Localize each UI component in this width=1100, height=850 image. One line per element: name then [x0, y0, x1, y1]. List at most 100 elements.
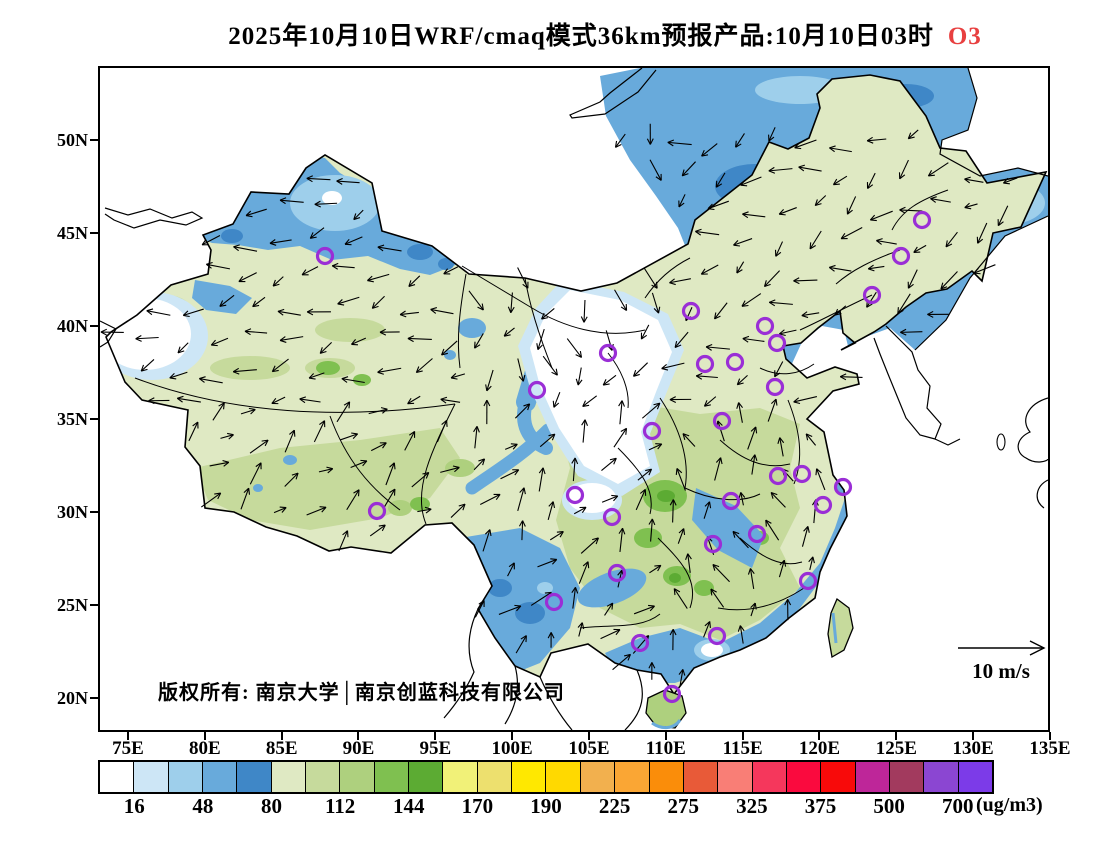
colorbar-segment — [683, 762, 719, 792]
wind-arrow — [742, 335, 765, 343]
wind-arrow — [997, 205, 1009, 227]
wind-arrow — [779, 329, 797, 337]
wind-arrow — [801, 311, 820, 319]
wind-arrow — [927, 310, 949, 318]
city-marker — [681, 301, 701, 321]
wind-arrow — [736, 261, 745, 274]
wind-arrow — [582, 395, 598, 407]
wind-arrow — [440, 396, 461, 404]
wind-arrow — [377, 244, 402, 252]
wind-arrow — [732, 530, 749, 549]
wind-arrow — [866, 172, 876, 189]
wind-arrow — [200, 492, 222, 508]
wind-arrow — [798, 164, 822, 172]
city-marker — [891, 246, 911, 266]
wind-arrow — [703, 621, 711, 638]
wind-arrow — [930, 196, 951, 203]
wind-arrow — [774, 361, 784, 378]
colorbar-segment — [409, 762, 444, 792]
wind-arrow — [279, 197, 304, 205]
lon-tick-mark — [511, 732, 514, 740]
lon-tick-mark — [972, 732, 975, 740]
wind-arrow — [1003, 177, 1018, 185]
city-marker — [912, 210, 932, 230]
wind-arrow — [695, 228, 720, 236]
wind-arrow — [940, 271, 958, 290]
wind-arrow — [613, 427, 628, 448]
wind-arrow — [669, 396, 692, 403]
wind-arrow — [778, 559, 787, 578]
wind-arrow — [468, 290, 484, 311]
wind-arrow — [737, 625, 745, 644]
title-text: 2025年10月10日WRF/cmaq模式36km预报产品:10月10日03时 — [228, 23, 934, 50]
city-marker — [755, 316, 775, 336]
wind-arrow — [306, 506, 327, 516]
lon-tick-mark — [895, 732, 898, 740]
wind-arrow — [614, 133, 626, 148]
colorbar-segment — [512, 762, 547, 792]
wind-arrow — [707, 200, 729, 211]
wind-arrow — [964, 176, 984, 184]
wind-arrow — [146, 308, 171, 316]
wind-arrow — [601, 457, 617, 471]
wind-arrow — [945, 231, 958, 248]
wind-arrow — [765, 519, 780, 541]
wind-arrow — [784, 598, 792, 621]
lon-tick-label: 120E — [798, 738, 841, 759]
lon-tick-mark — [818, 732, 821, 740]
wind-arrow — [710, 588, 725, 608]
wind-arrow — [346, 489, 360, 511]
wind-arrow — [703, 396, 717, 407]
city-marker — [767, 333, 787, 353]
wind-arrow — [199, 376, 223, 384]
wind-arrow — [669, 628, 677, 651]
wind-arrow — [602, 374, 617, 386]
wind-arrow — [382, 488, 396, 510]
wind-arrow — [770, 491, 786, 508]
foreign-coastlines — [100, 68, 1048, 730]
china-fill-region — [106, 75, 1046, 694]
wind-arrow — [774, 241, 784, 257]
wind-arrow — [742, 211, 766, 219]
wind-arrow — [552, 391, 561, 408]
wind-arrow — [641, 402, 661, 419]
wind-arrow — [640, 324, 650, 340]
city-marker — [598, 343, 618, 363]
wind-arrow — [233, 244, 258, 252]
wind-arrow — [504, 443, 518, 450]
wind-arrow — [480, 493, 501, 505]
wind-arrow — [612, 653, 631, 671]
lat-tick-mark — [90, 697, 100, 699]
wind-arrow — [515, 635, 527, 654]
wind-arrow — [750, 454, 758, 475]
wind-arrow — [547, 632, 555, 648]
city-marker — [768, 466, 788, 486]
wind-arrow — [473, 426, 480, 449]
colorbar-segment — [443, 762, 478, 792]
wind-arrow — [547, 501, 556, 521]
colorbar-tick-label: 225 — [598, 794, 631, 818]
wind-arrow — [973, 264, 996, 275]
wind-arrow — [618, 527, 626, 553]
wind-arrow — [801, 526, 810, 547]
wind-arrow — [135, 335, 159, 342]
wind-arrow — [377, 367, 402, 375]
wind-arrow — [240, 407, 256, 415]
wind-arrow — [272, 276, 284, 287]
wind-arrow — [580, 299, 588, 323]
lon-tick-mark — [203, 732, 206, 740]
wind-arrow — [244, 328, 268, 336]
colorbar-segment — [855, 762, 890, 792]
city-marker — [792, 464, 812, 484]
city-marker — [630, 633, 650, 653]
lon-tick-label: 80E — [188, 738, 221, 759]
copyright-text: 版权所有: 南京大学│南京创蓝科技有限公司 — [158, 682, 565, 704]
wind-arrow — [399, 310, 419, 318]
wind-arrow — [703, 501, 712, 519]
lon-tick-mark — [1048, 732, 1051, 740]
wind-arrow — [140, 359, 155, 372]
colorbar-segment — [821, 762, 856, 792]
wind-arrow — [318, 466, 334, 474]
city-marker — [747, 524, 767, 544]
wind-arrow — [517, 358, 526, 382]
